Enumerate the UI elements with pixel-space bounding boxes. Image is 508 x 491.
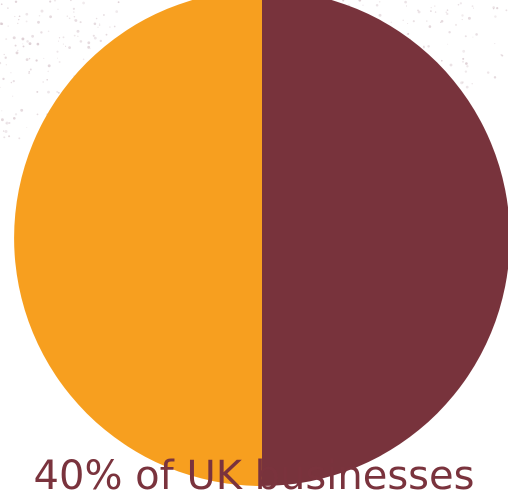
chart-caption: 40% of UK businesses	[33, 453, 475, 491]
pie-slice-2	[14, 0, 262, 486]
pie-slice-1	[262, 0, 508, 486]
